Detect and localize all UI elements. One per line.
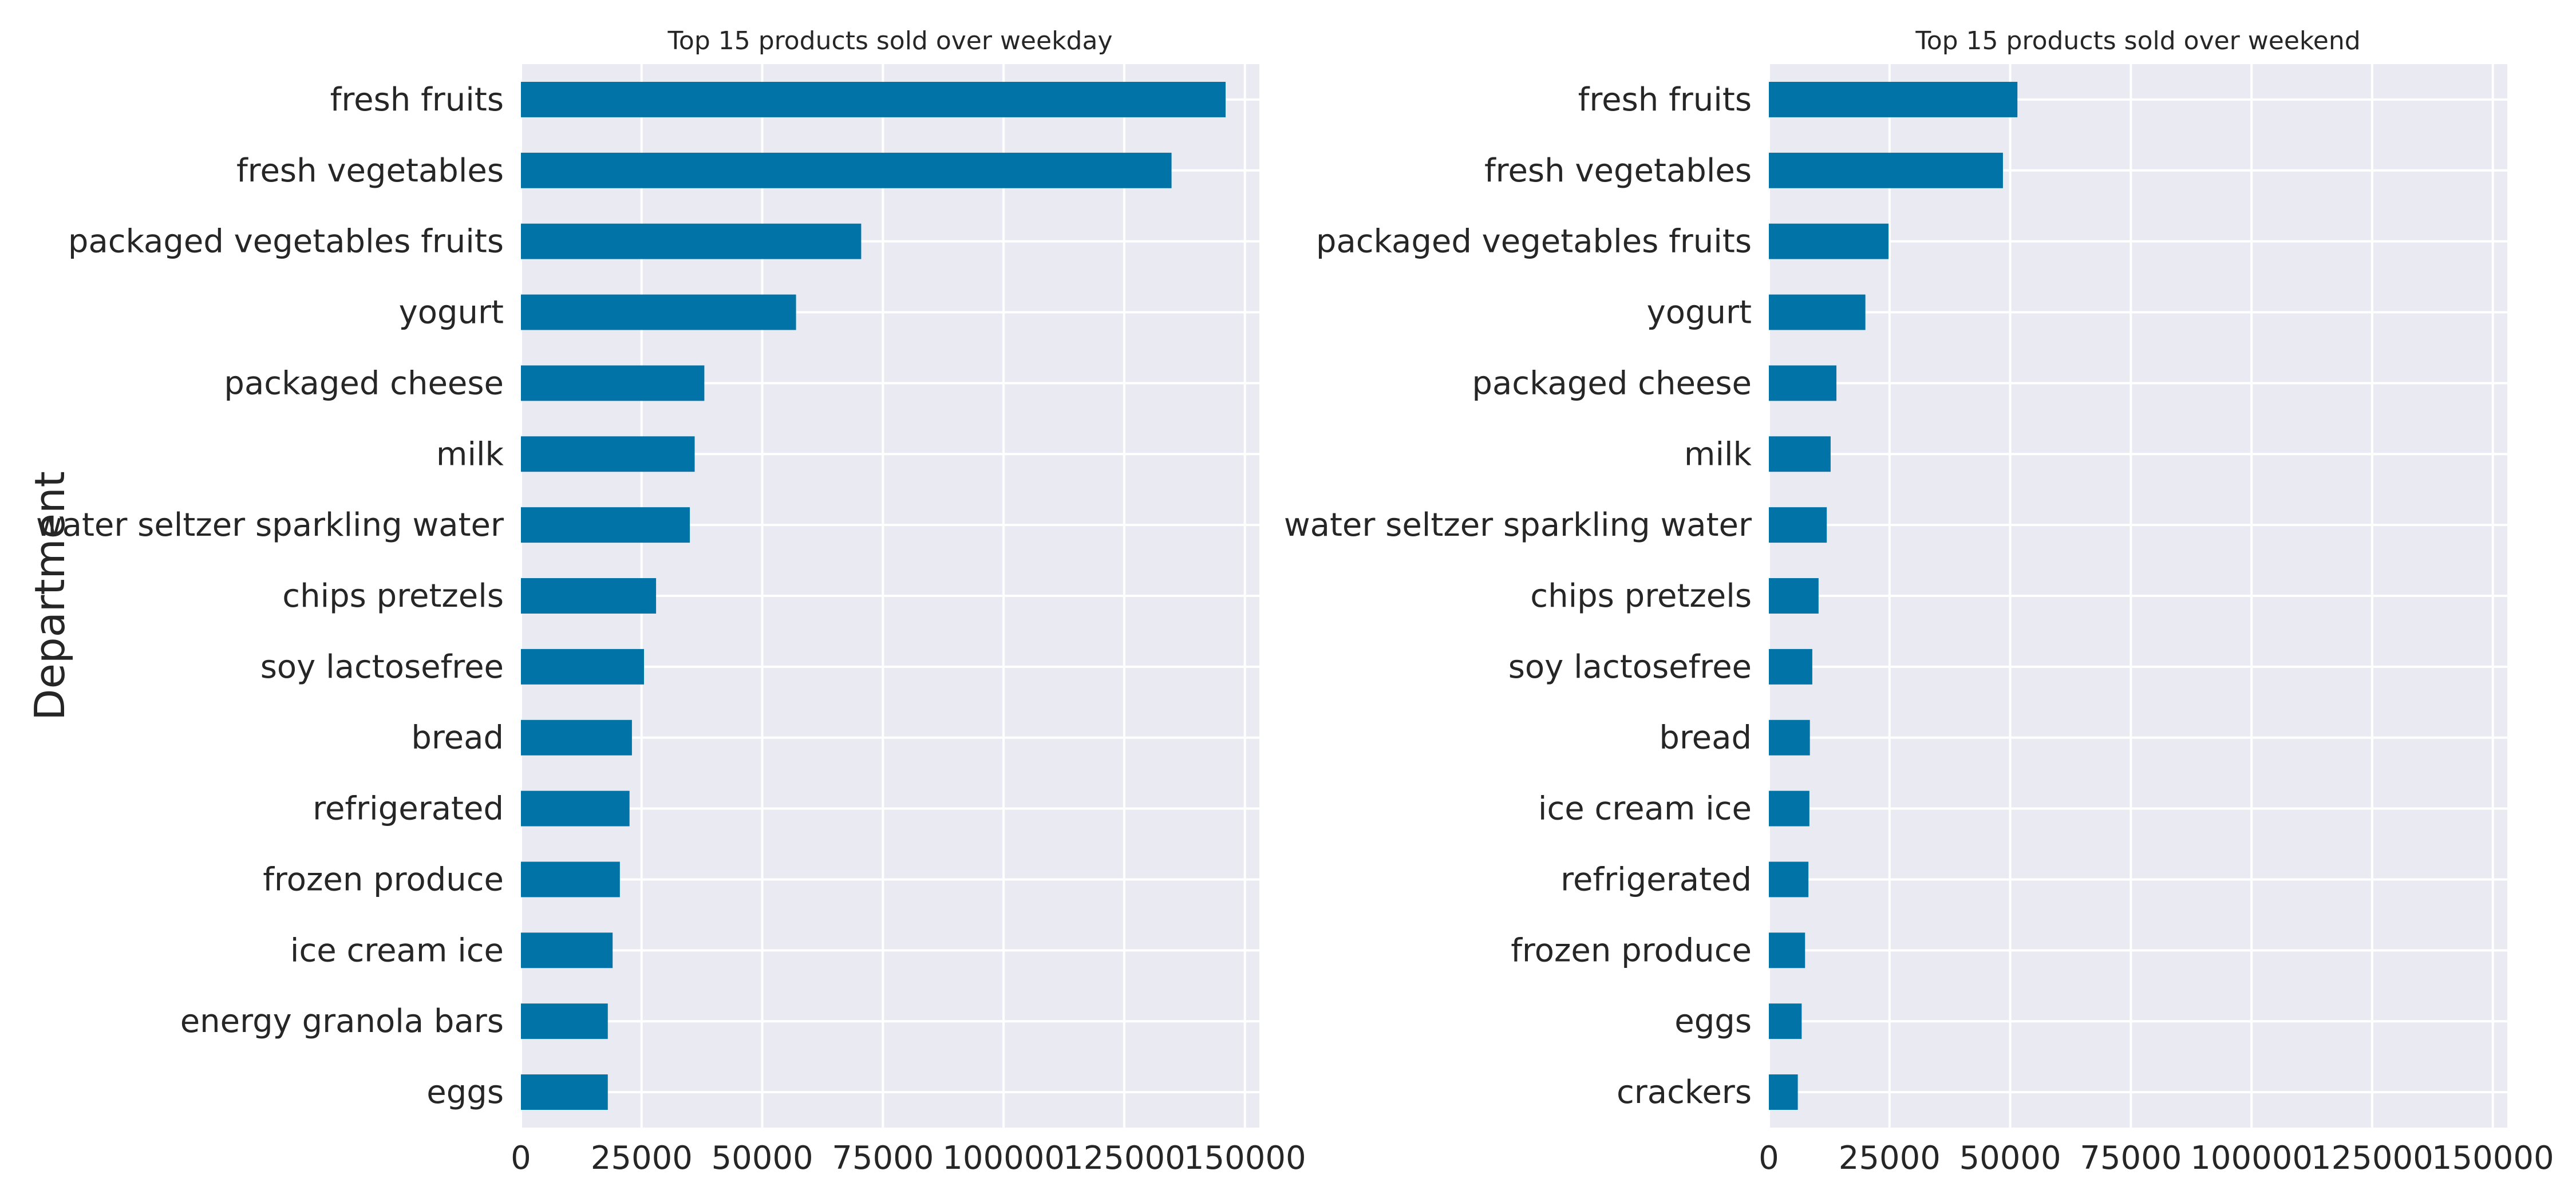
weekday-bar (521, 294, 796, 330)
weekend-category-label: yogurt (1647, 294, 1752, 331)
weekday-x-tick-label: 25000 (591, 1140, 693, 1177)
weekday-x-tick-label: 100000 (942, 1140, 1065, 1177)
weekday-bar (521, 790, 630, 827)
weekend-x-tick-label: 50000 (1959, 1140, 2061, 1177)
weekend-category-label: refrigerated (1560, 861, 1752, 898)
weekend-category-label: packaged cheese (1472, 365, 1752, 402)
weekend-chart-title: Top 15 products sold over weekend (1915, 26, 2360, 56)
weekend-category-label: packaged vegetables fruits (1316, 223, 1752, 260)
weekend-bar (1769, 790, 1809, 827)
weekday-bar (521, 365, 705, 401)
weekday-bar (521, 649, 644, 685)
weekday-category-label: frozen produce (263, 861, 504, 898)
weekday-category-label: eggs (426, 1074, 504, 1111)
weekend-category-label: fresh vegetables (1484, 152, 1752, 189)
weekend-bar (1769, 294, 1866, 330)
weekday-bar (521, 507, 690, 543)
weekend-x-tick-label: 0 (1759, 1140, 1779, 1177)
weekend-category-label: chips pretzels (1530, 578, 1752, 615)
weekday-bar (521, 932, 613, 968)
weekend-category-label: ice cream ice (1538, 790, 1752, 828)
weekday-bar (521, 861, 620, 897)
weekday-x-tick-label: 150000 (1184, 1140, 1306, 1177)
weekday-bar (521, 152, 1172, 188)
weekend-x-tick-label: 125000 (2311, 1140, 2433, 1177)
weekday-category-label: fresh fruits (330, 81, 504, 118)
weekend-bar (1769, 507, 1827, 543)
weekend-bar (1769, 578, 1819, 614)
weekend-bar (1769, 223, 1889, 259)
weekday-bar (521, 719, 632, 756)
weekend-bar (1769, 1003, 1802, 1039)
weekday-x-tick-label: 50000 (711, 1140, 813, 1177)
weekday-y-axis-label: Department (26, 471, 74, 721)
weekday-bar (521, 1003, 608, 1039)
weekend-category-label: eggs (1674, 1003, 1752, 1040)
weekend-x-tick-label: 150000 (2432, 1140, 2554, 1177)
weekday-category-label: packaged cheese (224, 365, 504, 402)
weekday-category-label: chips pretzels (282, 578, 504, 615)
weekend-bar (1769, 1074, 1798, 1110)
weekday-x-tick-label: 75000 (832, 1140, 934, 1177)
weekday-chart-title: Top 15 products sold over weekday (667, 26, 1113, 56)
weekday-category-label: ice cream ice (290, 932, 504, 969)
weekday-bar (521, 81, 1226, 117)
weekday-category-label: milk (436, 436, 504, 473)
weekend-bar (1769, 719, 1810, 756)
weekend-bar (1769, 436, 1831, 472)
weekday-category-label: yogurt (399, 294, 504, 331)
weekday-x-tick-label: 125000 (1063, 1140, 1186, 1177)
weekend-bar (1769, 649, 1812, 685)
weekend-category-label: frozen produce (1511, 932, 1752, 969)
weekday-x-tick-label: 0 (511, 1140, 531, 1177)
weekend-bar (1769, 81, 2018, 117)
weekend-x-tick-label: 75000 (2080, 1140, 2182, 1177)
weekend-category-label: milk (1684, 436, 1752, 473)
weekend-bar (1769, 932, 1805, 968)
weekend-bar (1769, 152, 2003, 188)
weekday-category-label: refrigerated (313, 790, 504, 828)
weekday-category-label: bread (411, 719, 504, 757)
weekend-x-tick-label: 100000 (2190, 1140, 2313, 1177)
weekday-category-label: water seltzer sparkling water (36, 507, 504, 544)
weekend-category-label: soy lactosefree (1508, 649, 1752, 686)
weekday-bar (521, 1074, 608, 1110)
weekend-category-label: water seltzer sparkling water (1284, 507, 1752, 544)
weekday-category-label: packaged vegetables fruits (68, 223, 504, 260)
weekend-category-label: bread (1659, 719, 1752, 757)
weekday-category-label: energy granola bars (180, 1003, 504, 1040)
weekend-category-label: crackers (1617, 1074, 1752, 1111)
weekday-bar (521, 223, 862, 259)
weekend-category-label: fresh fruits (1578, 81, 1752, 118)
weekend-x-tick-label: 25000 (1839, 1140, 1941, 1177)
weekday-bar (521, 436, 695, 472)
weekday-bar (521, 578, 657, 614)
weekend-bar (1769, 365, 1837, 401)
weekday-category-label: soy lactosefree (260, 649, 504, 686)
weekday-category-label: fresh vegetables (236, 152, 504, 189)
weekend-bar (1769, 861, 1809, 897)
